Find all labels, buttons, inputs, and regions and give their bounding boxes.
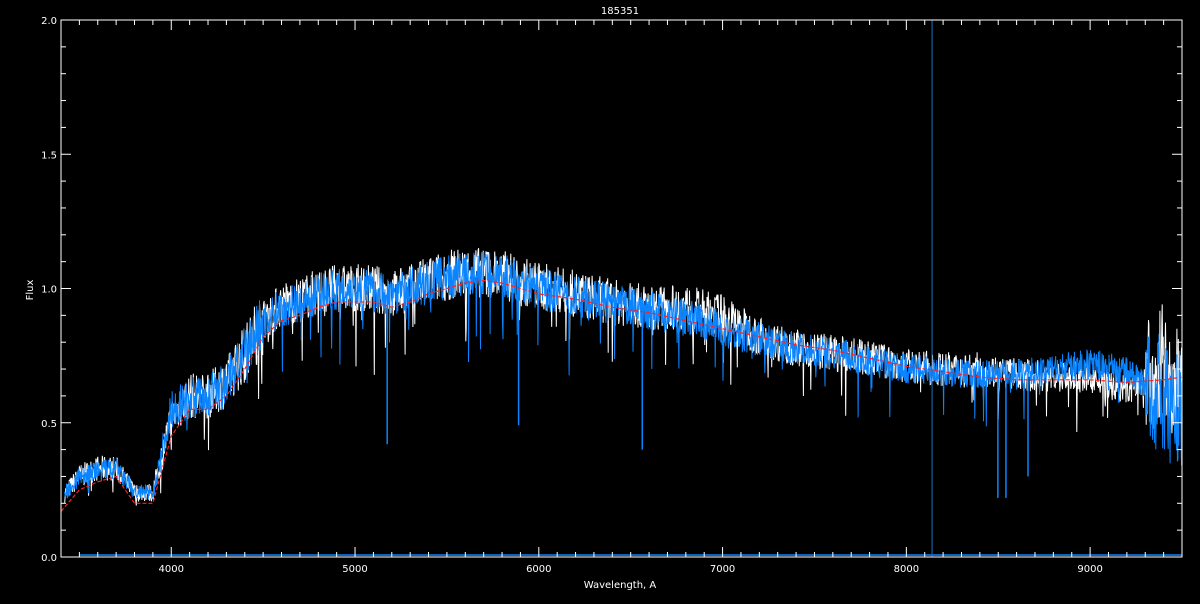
x-tick-label: 8000: [894, 564, 919, 575]
chart-title: 185351: [601, 6, 639, 17]
x-tick-label: 7000: [710, 564, 735, 575]
y-tick-label: 0.0: [41, 553, 57, 564]
y-tick-label: 1.0: [41, 285, 57, 296]
axes: 4000 5000 6000 7000 8000 9000 0.0 0.5 1.0 1.5 2.0: [41, 16, 1183, 575]
x-tick-label: 4000: [159, 564, 184, 575]
smoothed-spectrum-line: [60, 279, 1183, 512]
x-tick-label: 5000: [342, 564, 367, 575]
x-tick-label: 9000: [1077, 564, 1102, 575]
y-tick-label: 2.0: [41, 16, 57, 27]
y-axis-label: Flux: [25, 280, 36, 301]
y-tick-label: 0.5: [41, 419, 57, 430]
y-tick-label: 1.5: [41, 150, 57, 161]
x-tick-label: 6000: [526, 564, 551, 575]
plot-area: [60, 20, 1183, 557]
x-axis-label: Wavelength, A: [584, 580, 657, 591]
model-spectrum-line: [64, 251, 1183, 499]
